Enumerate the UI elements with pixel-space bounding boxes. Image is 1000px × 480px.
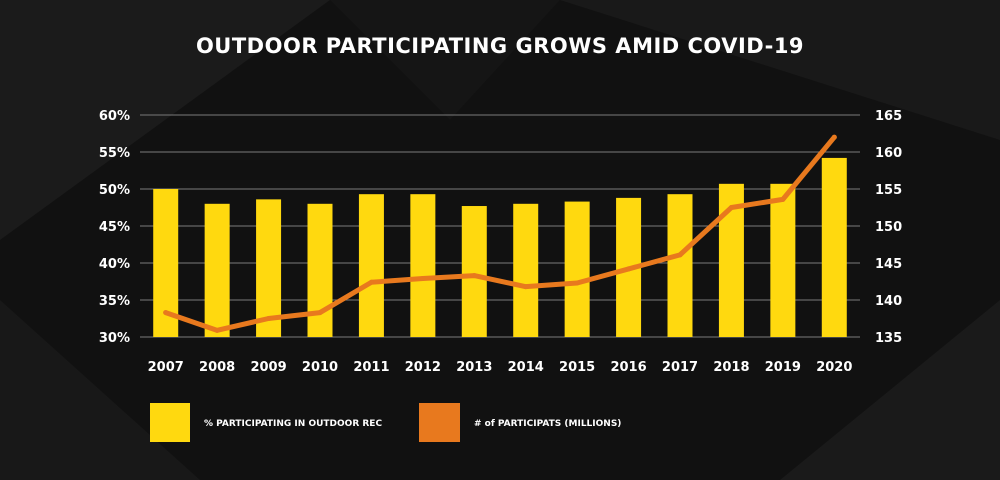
line-point-2011 xyxy=(368,279,374,285)
legend-bar-swatch xyxy=(150,403,190,442)
x-tick-label: 2020 xyxy=(816,360,852,375)
x-tick-label: 2017 xyxy=(662,360,698,375)
bar-2020 xyxy=(821,157,847,337)
line-point-2012 xyxy=(420,276,426,282)
x-tick-label: 2010 xyxy=(302,360,338,375)
right-tick-label: 160 xyxy=(875,146,902,161)
x-tick-label: 2018 xyxy=(713,360,749,375)
x-tick-label: 2016 xyxy=(610,360,646,375)
x-tick-label: 2007 xyxy=(148,360,184,375)
line-point-2008 xyxy=(214,327,220,333)
left-tick-label: 50% xyxy=(99,183,130,198)
line-point-2017 xyxy=(677,252,683,258)
line-point-2015 xyxy=(574,280,580,286)
left-tick-label: 60% xyxy=(99,109,130,124)
bar-series xyxy=(153,157,847,337)
bar-2012 xyxy=(410,194,436,337)
x-axis-ticks: 2007 2008 2009 2010 2011 2012 2013 2014 2015 2016… xyxy=(148,360,853,375)
legend: % PARTICIPATING IN OUTDOOR REC # of PART… xyxy=(150,403,621,442)
line-point-2020 xyxy=(831,134,837,140)
line-point-2018 xyxy=(728,205,734,210)
right-tick-label: 165 xyxy=(875,109,902,124)
left-tick-label: 45% xyxy=(99,220,130,235)
bar-2008 xyxy=(204,203,230,337)
left-tick-label: 55% xyxy=(99,146,130,161)
line-point-2007 xyxy=(163,310,169,316)
right-axis-ticks: 135 140 145 150 155 160 165 xyxy=(875,109,902,346)
left-axis-ticks: 30% 35% 40% 45% 50% 55% 60% xyxy=(99,109,130,346)
right-tick-label: 145 xyxy=(875,257,902,272)
right-tick-label: 135 xyxy=(875,331,902,346)
line-point-2014 xyxy=(523,284,529,290)
bar-2011 xyxy=(358,194,384,337)
legend-line-label: # of PARTICIPATS (MILLIONS) xyxy=(474,419,621,429)
x-tick-label: 2019 xyxy=(765,360,801,375)
line-point-2009 xyxy=(266,316,272,321)
bar-2014 xyxy=(513,203,539,337)
x-tick-label: 2014 xyxy=(508,360,544,375)
x-tick-label: 2011 xyxy=(353,360,389,375)
bar-2010 xyxy=(307,203,333,337)
x-tick-label: 2009 xyxy=(250,360,286,375)
participants-line xyxy=(163,134,837,333)
line-point-2019 xyxy=(780,196,786,202)
left-tick-label: 35% xyxy=(99,294,130,309)
line-point-2016 xyxy=(626,266,632,272)
legend-line-swatch xyxy=(419,403,460,442)
bar-2017 xyxy=(667,194,693,337)
line-point-2013 xyxy=(471,273,477,279)
left-tick-label: 40% xyxy=(99,257,130,272)
bar-2015 xyxy=(564,201,590,337)
right-tick-label: 150 xyxy=(875,220,902,235)
chart-title: OUTDOOR PARTICIPATING GROWS AMID COVID-1… xyxy=(195,34,805,58)
bar-2009 xyxy=(256,199,282,337)
right-tick-label: 155 xyxy=(875,183,902,198)
legend-bar-label: % PARTICIPATING IN OUTDOOR REC xyxy=(204,419,382,429)
x-tick-label: 2013 xyxy=(456,360,492,375)
x-tick-label: 2008 xyxy=(199,360,235,375)
gridlines xyxy=(140,114,860,338)
x-tick-label: 2012 xyxy=(405,360,441,375)
left-tick-label: 30% xyxy=(99,331,130,346)
line-point-2010 xyxy=(317,310,323,316)
bar-2019 xyxy=(770,183,796,337)
line-series xyxy=(163,134,837,333)
right-tick-label: 140 xyxy=(875,294,902,309)
x-tick-label: 2015 xyxy=(559,360,595,375)
bar-2013 xyxy=(461,206,487,337)
